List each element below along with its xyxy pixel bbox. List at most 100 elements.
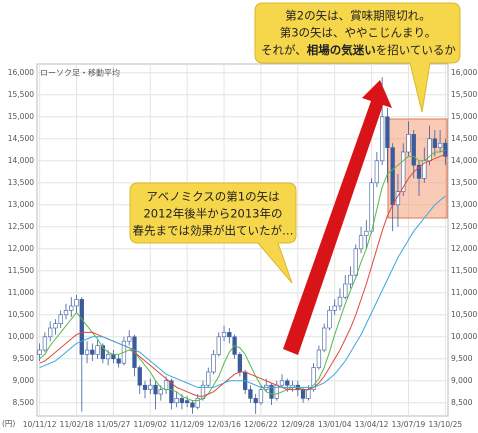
candle-body <box>253 398 258 404</box>
candle-body <box>306 389 311 399</box>
y-tick-label: 14,000 <box>8 156 34 165</box>
candle-body <box>327 310 332 329</box>
x-tick-label: 13/07/19 <box>392 420 426 429</box>
candle-body <box>116 358 121 364</box>
y-tick-label: 12,000 <box>8 244 34 253</box>
y-tick-label: 14,500 <box>8 134 34 143</box>
x-tick-label: 13/10/25 <box>429 420 463 429</box>
candle-body <box>343 283 348 298</box>
moving-average-line <box>39 195 446 388</box>
callout-text: アベノミクスの第1の矢は <box>146 190 279 204</box>
x-tick-label: 13/01/04 <box>318 420 352 429</box>
plot <box>37 77 448 414</box>
y-tick-label-right: 11,000 <box>451 288 477 297</box>
y-tick-label-right: 14,000 <box>451 156 477 165</box>
candle-body <box>185 400 190 404</box>
candle-body <box>216 336 221 355</box>
callout-top <box>254 2 461 113</box>
candle-body <box>353 248 358 276</box>
x-tick-label: 11/09/02 <box>133 420 167 429</box>
x-tick-label: 10/11/12 <box>23 420 57 429</box>
callout-emphasis: 相場の気迷い <box>307 43 376 57</box>
candle-body <box>401 151 406 192</box>
y-tick-label: 10,500 <box>8 310 34 319</box>
moving-average-line <box>39 149 446 402</box>
candle-body <box>348 274 353 285</box>
candle-body <box>311 367 316 390</box>
candle-body <box>206 371 211 386</box>
candle-body <box>279 380 285 386</box>
callout-text: を招いているか <box>376 43 457 57</box>
candle-body <box>111 354 116 360</box>
candle-body <box>248 389 253 399</box>
y-tick-label: 10,000 <box>8 332 34 341</box>
candle-body <box>63 310 69 316</box>
candle-body <box>285 380 290 386</box>
candle-body <box>148 384 153 390</box>
candle-body <box>322 327 327 351</box>
candle-body <box>358 235 364 250</box>
candle-body <box>316 349 322 368</box>
candle-body <box>211 354 216 373</box>
y-tick-label: 16,000 <box>8 68 34 77</box>
candle-body <box>153 384 158 395</box>
y-tick-label: 12,500 <box>8 222 34 231</box>
candle-body <box>379 116 385 162</box>
candle-body <box>416 164 422 179</box>
candle-body <box>158 389 163 395</box>
callout-text: 第3の矢は、ややこじんまり。 <box>280 26 437 40</box>
callout-text: 春先までは効果が出ていたが… <box>133 224 294 238</box>
y-tick-label-right: 12,000 <box>451 244 477 253</box>
callout-text: それが、相場の気迷いを招いているか <box>261 43 456 57</box>
y-tick-label-right: 10,500 <box>451 310 477 319</box>
candle-body <box>195 398 200 408</box>
candle-body <box>74 299 79 307</box>
y-tick-label: 8,500 <box>13 398 35 407</box>
candle-body <box>221 332 227 338</box>
y-tick-label-right: 16,000 <box>451 68 477 77</box>
y-tick-label-right: 10,000 <box>451 332 477 341</box>
candle-body <box>364 230 369 236</box>
candle-body <box>53 323 58 329</box>
unit-label: (円) <box>2 419 15 428</box>
callout-text: 2012年後半から2013年の <box>143 207 282 221</box>
candle-body <box>95 345 100 355</box>
candle-body <box>105 354 111 360</box>
y-tick-label-right: 11,500 <box>451 266 477 275</box>
candle-body <box>432 138 437 148</box>
candle-body <box>269 384 274 399</box>
x-tick-label: 13/04/12 <box>355 420 389 429</box>
candle-body <box>190 402 195 408</box>
x-tick-label: 11/12/09 <box>170 420 204 429</box>
y-tick-label: 9,500 <box>13 354 35 363</box>
candle-body <box>437 142 443 148</box>
candle-body <box>42 336 48 351</box>
arrow <box>283 80 392 355</box>
candle-body <box>179 398 185 404</box>
candle-body <box>374 160 380 184</box>
y-tick-label-right: 13,000 <box>451 200 477 209</box>
x-tick-label: 11/02/18 <box>60 420 94 429</box>
y-tick-label: 11,500 <box>8 266 34 275</box>
y-tick-label-right: 9,000 <box>451 376 473 385</box>
y-tick-label-right: 13,500 <box>451 178 477 187</box>
y-tick-label: 15,500 <box>8 90 34 99</box>
y-tick-label: 11,000 <box>8 288 34 297</box>
candle-body <box>69 305 74 311</box>
x-tick-label: 12/06/22 <box>244 420 278 429</box>
candle-body <box>385 116 390 148</box>
y-tick-label: 9,000 <box>13 376 35 385</box>
callout-text: 第2の矢は、賞味期限切れ。 <box>285 9 430 23</box>
candle-body <box>337 296 343 307</box>
candle-body <box>411 134 416 166</box>
y-tick-label-right: 15,500 <box>451 90 477 99</box>
x-tick-label: 12/09/28 <box>281 420 315 429</box>
candle-body <box>406 134 411 153</box>
candle-body <box>100 345 106 360</box>
candle-body <box>127 336 132 342</box>
y-tick-label: 13,000 <box>8 200 34 209</box>
plot-frame <box>36 63 449 417</box>
candle-body <box>227 332 232 338</box>
candle-body <box>48 327 53 338</box>
